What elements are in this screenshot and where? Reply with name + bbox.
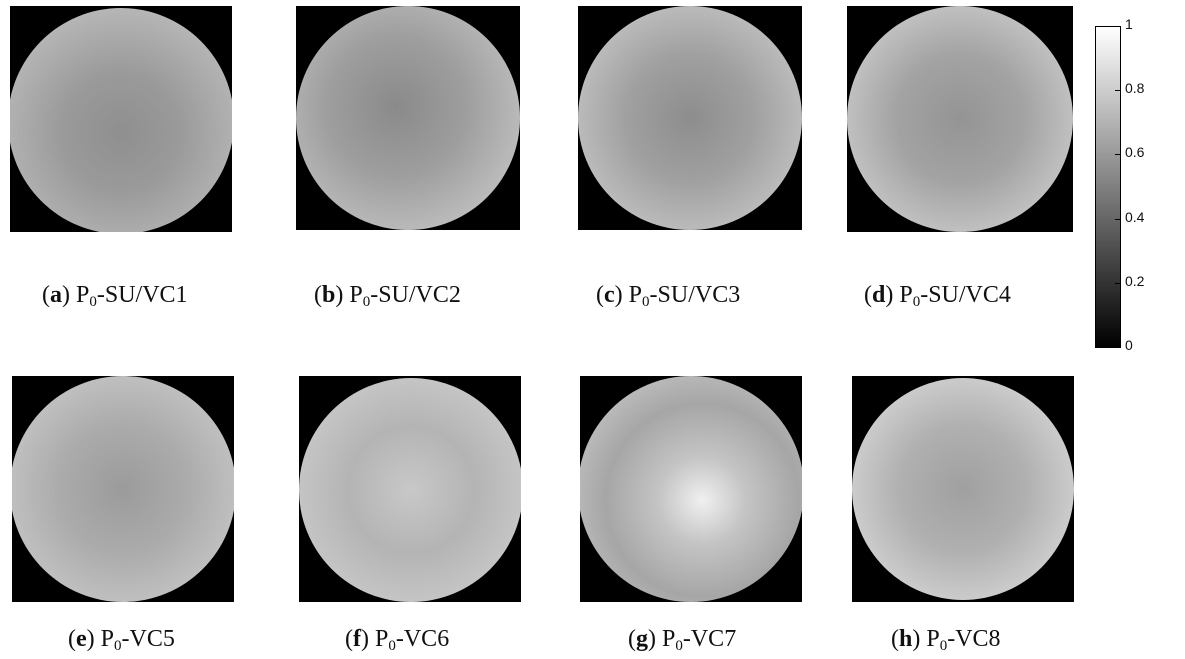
caption-e: (e) P0-VC5 <box>68 626 175 654</box>
colorbar-tick-label: 0.4 <box>1125 209 1145 225</box>
colorbar-tick-label: 0 <box>1125 337 1133 353</box>
caption-d: (d) P0-SU/VC4 <box>864 282 1011 310</box>
polar-map-disc <box>578 6 802 230</box>
polar-map-disc <box>580 376 802 602</box>
colorbar-tick-label: 0.6 <box>1125 144 1145 160</box>
polar-map-disc <box>296 6 520 230</box>
polar-map-disc <box>10 8 232 232</box>
colorbar-tickmark <box>1115 219 1121 220</box>
panel-c-image <box>578 6 802 230</box>
polar-map-disc <box>847 6 1073 232</box>
polar-map-disc <box>12 376 234 602</box>
panel-f-image <box>299 376 521 602</box>
caption-c: (c) P0-SU/VC3 <box>596 282 741 310</box>
colorbar-tickmark <box>1115 26 1121 27</box>
colorbar-tickmark <box>1115 90 1121 91</box>
polar-map-disc <box>299 378 521 602</box>
colorbar-tick-label: 0.2 <box>1125 273 1145 289</box>
caption-h: (h) P0-VC8 <box>891 626 1001 654</box>
panel-d-image <box>847 6 1073 232</box>
colorbar-tick-label: 0.8 <box>1125 80 1145 96</box>
panel-b-image <box>296 6 520 230</box>
polar-map-disc <box>852 378 1074 600</box>
colorbar-tickmark <box>1115 154 1121 155</box>
caption-a: (a) P0-SU/VC1 <box>42 282 188 310</box>
panel-g-image <box>580 376 802 602</box>
colorbar-tickmark <box>1115 347 1121 348</box>
colorbar-tick-label: 1 <box>1125 16 1133 32</box>
panel-e-image <box>12 376 234 602</box>
panel-a-image <box>10 6 232 232</box>
colorbar-tickmark <box>1115 283 1121 284</box>
caption-b: (b) P0-SU/VC2 <box>314 282 461 310</box>
caption-f: (f) P0-VC6 <box>345 626 450 654</box>
colorbar <box>1095 26 1121 348</box>
caption-g: (g) P0-VC7 <box>628 626 737 654</box>
panel-h-image <box>852 376 1074 602</box>
